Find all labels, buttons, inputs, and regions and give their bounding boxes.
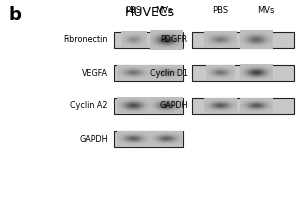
Text: GAPDH: GAPDH: [80, 134, 108, 144]
Bar: [114, 65, 183, 81]
Bar: [114, 32, 183, 48]
Text: Cyclin A2: Cyclin A2: [70, 102, 108, 110]
Text: Cyclin D1: Cyclin D1: [149, 68, 188, 77]
Text: PBS: PBS: [125, 6, 141, 15]
Bar: [114, 98, 183, 114]
Text: PDGFR: PDGFR: [160, 36, 188, 45]
Bar: [114, 131, 183, 147]
Text: MVs: MVs: [257, 6, 274, 15]
Text: PBS: PBS: [212, 6, 229, 15]
Bar: [192, 32, 294, 48]
Text: GAPDH: GAPDH: [159, 102, 188, 110]
Text: b: b: [9, 6, 22, 24]
Text: VEGFA: VEGFA: [82, 68, 108, 77]
Bar: [192, 98, 294, 114]
Text: Fibronectin: Fibronectin: [64, 36, 108, 45]
Text: HUVECs: HUVECs: [125, 6, 175, 19]
Text: MVs: MVs: [155, 6, 172, 15]
Bar: [192, 65, 294, 81]
